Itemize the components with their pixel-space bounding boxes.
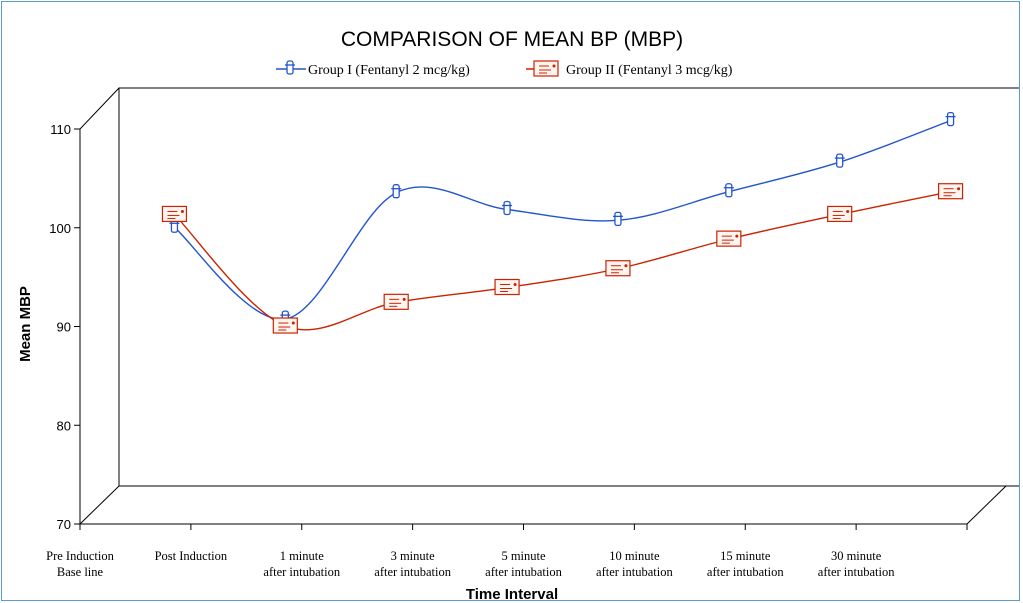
data-point-group-1 (169, 218, 180, 233)
data-point-group-2 (272, 317, 298, 334)
marker-body (383, 293, 409, 310)
blue-vial-icon (285, 60, 295, 75)
marker-dot (180, 209, 184, 213)
x-category-label: 3 minute (391, 549, 436, 563)
data-point-group-2 (827, 205, 853, 223)
data-point-group-1 (391, 184, 402, 199)
marker-dot (552, 64, 556, 68)
marker-body (716, 230, 742, 247)
x-category-label: after intubation (596, 565, 673, 579)
legend: Group I (Fentanyl 2 mcg/kg) Group II (Fen… (276, 60, 733, 78)
y-tick-label: 70 (57, 517, 71, 532)
data-point-group-2 (937, 183, 964, 200)
marker-body (937, 183, 964, 200)
marker-body (392, 184, 400, 199)
y-axis: 70 80 90 100 110 (49, 122, 81, 532)
marker-dot (846, 209, 850, 213)
x-category-label: Base line (57, 565, 104, 579)
red-box-icon (533, 60, 559, 77)
marker-dot (957, 187, 961, 191)
data-point-group-2 (716, 230, 742, 247)
marker-body (836, 153, 844, 168)
data-point-group-2 (161, 205, 188, 223)
back-wall (118, 87, 1019, 487)
marker-dot (624, 264, 628, 268)
marker-body (286, 60, 294, 75)
x-category-label: after intubation (374, 565, 451, 579)
plot-box (79, 87, 1019, 525)
y-tick-label: 100 (49, 221, 71, 236)
legend-item-1: Group I (Fentanyl 2 mcg/kg) (276, 60, 470, 78)
x-category-label: after intubation (485, 565, 562, 579)
marker-body (614, 211, 622, 227)
data-point-group-2 (383, 293, 409, 310)
x-category-label: Pre Induction (46, 549, 114, 563)
marker-body (605, 260, 631, 277)
y-tick-label: 90 (57, 320, 71, 335)
data-point-group-1 (502, 200, 513, 216)
x-category-label: Post Induction (155, 549, 228, 563)
marker-body (946, 111, 955, 127)
y-tick-label: 80 (57, 418, 71, 433)
depth-edge-bottom (79, 485, 120, 525)
legend-item-2: Group II (Fentanyl 3 mcg/kg) (526, 60, 733, 78)
depth-edge-right (966, 485, 1007, 525)
marker-body (725, 183, 733, 198)
data-point-group-1 (945, 111, 956, 127)
data-point-group-1 (723, 183, 734, 198)
x-category-label: 5 minute (501, 549, 546, 563)
marker-body (503, 200, 511, 216)
marker-dot (735, 234, 739, 238)
x-category-label: after intubation (263, 565, 340, 579)
series-2 (161, 183, 964, 334)
x-category-label: 30 minute (831, 549, 882, 563)
data-point-group-1 (612, 211, 623, 227)
x-category-label: 10 minute (609, 549, 660, 563)
x-category-label: 1 minute (280, 549, 325, 563)
data-point-group-1 (834, 153, 845, 168)
x-axis: Pre Induction Base line Post Induction 1 mi… (46, 523, 968, 579)
marker-body (827, 205, 853, 223)
data-point-group-2 (494, 278, 520, 296)
marker-dot (291, 321, 295, 325)
marker-body (494, 278, 520, 296)
series-layer (161, 111, 964, 334)
marker-body (161, 205, 188, 223)
x-category-label: after intubation (818, 565, 895, 579)
marker-dot (513, 283, 517, 287)
marker-dot (402, 297, 406, 301)
y-tick-label: 110 (50, 122, 71, 137)
y-axis-title: Mean MBP (17, 286, 34, 362)
x-axis-title: Time Interval (466, 586, 558, 601)
marker-body (272, 317, 298, 334)
legend-label: Group II (Fentanyl 3 mcg/kg) (566, 63, 733, 78)
depth-edge-top (79, 87, 120, 130)
legend-label: Group I (Fentanyl 2 mcg/kg) (308, 63, 470, 78)
chart-title: COMPARISON OF MEAN BP (MBP) (341, 28, 683, 51)
marker-body (533, 60, 559, 77)
x-category-label: after intubation (707, 565, 784, 579)
x-category-label: 15 minute (720, 549, 771, 563)
data-point-group-2 (605, 260, 631, 277)
